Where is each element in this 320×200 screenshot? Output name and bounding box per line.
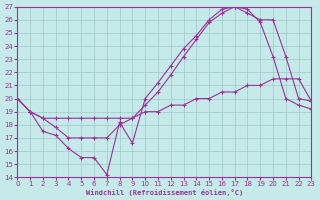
- X-axis label: Windchill (Refroidissement éolien,°C): Windchill (Refroidissement éolien,°C): [86, 189, 243, 196]
